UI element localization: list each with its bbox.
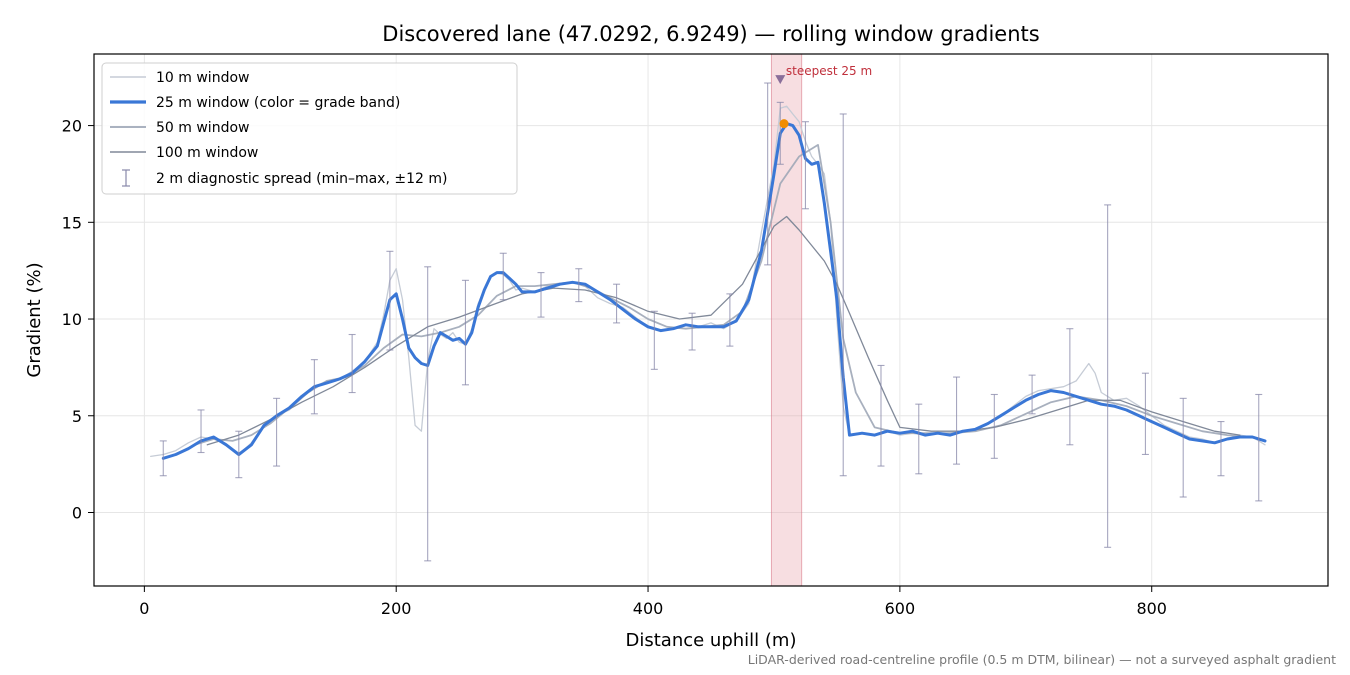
marker-layer <box>775 75 789 129</box>
spread-errorbar <box>1179 397 1187 498</box>
grid-lines <box>94 54 1328 586</box>
spread-errorbar <box>461 279 469 386</box>
series-layer <box>150 105 1267 460</box>
spread-errorbar <box>159 440 167 477</box>
legend-label-10m: 10 m window <box>156 70 249 86</box>
diagnostic-spread-layer <box>159 82 1263 562</box>
spread-errorbar <box>424 266 432 562</box>
spread-errorbar <box>688 312 696 351</box>
spread-errorbar <box>499 252 507 301</box>
spread-errorbar <box>953 376 961 465</box>
chart-title: Discovered lane (47.0292, 6.9249) — roll… <box>382 22 1039 46</box>
steepest-annotation: steepest 25 m <box>786 64 872 78</box>
spread-errorbar <box>1104 204 1112 548</box>
y-axis-ticks: 0 5 10 15 20 <box>62 117 94 522</box>
footnote: LiDAR-derived road-centreline profile (0… <box>748 652 1336 667</box>
y-tick-label: 5 <box>72 407 82 426</box>
x-tick-label: 800 <box>1136 599 1167 618</box>
spread-errorbar <box>1066 328 1074 446</box>
x-tick-label: 600 <box>885 599 916 618</box>
spread-errorbar <box>915 403 923 475</box>
y-tick-label: 20 <box>62 117 82 136</box>
steepest-arrow-icon <box>775 75 786 85</box>
x-tick-label: 0 <box>139 599 149 618</box>
spread-errorbar <box>197 409 205 454</box>
spread-errorbar <box>1217 421 1225 477</box>
legend-label-spread: 2 m diagnostic spread (min–max, ±12 m) <box>156 171 447 187</box>
plot-frame <box>93 53 1329 587</box>
steepest-point-marker <box>779 119 789 129</box>
spread-errorbar <box>348 333 356 394</box>
spread-errorbar <box>726 293 734 347</box>
legend-label-100m: 100 m window <box>156 145 258 161</box>
x-tick-label: 400 <box>633 599 664 618</box>
y-tick-label: 10 <box>62 310 82 329</box>
y-axis-label: Gradient (%) <box>24 262 45 377</box>
x-tick-label: 200 <box>381 599 412 618</box>
x-axis-ticks: 0 200 400 600 800 <box>139 586 1167 618</box>
spread-errorbar <box>1255 393 1263 502</box>
spread-errorbar <box>386 250 394 351</box>
series-25m-line <box>161 122 1267 460</box>
spread-errorbar <box>1141 372 1149 456</box>
legend-box <box>101 62 518 195</box>
spread-errorbar <box>235 430 243 479</box>
series-100m-line <box>206 215 1241 446</box>
legend-swatch-spread <box>122 169 130 187</box>
y-tick-label: 15 <box>62 213 82 232</box>
legend-label-25m: 25 m window (color = grade band) <box>156 95 400 111</box>
legend-label-50m: 50 m window <box>156 120 249 136</box>
spread-errorbar <box>613 283 621 324</box>
spread-errorbar <box>990 393 998 459</box>
spread-errorbar <box>273 397 281 467</box>
spread-errorbar <box>801 121 809 210</box>
spread-errorbar <box>764 82 772 266</box>
x-axis-label: Distance uphill (m) <box>626 630 797 651</box>
legend: 10 m window 25 m window (color = grade b… <box>101 62 518 195</box>
spread-errorbar <box>650 310 658 370</box>
spread-errorbar <box>310 359 318 415</box>
spread-errorbar <box>1028 374 1036 415</box>
spread-errorbar <box>839 113 847 477</box>
spread-errorbar <box>776 101 784 165</box>
spread-errorbar <box>537 272 545 318</box>
spread-errorbar <box>877 364 885 467</box>
y-tick-label: 0 <box>72 503 82 522</box>
spread-errorbar <box>575 268 583 303</box>
